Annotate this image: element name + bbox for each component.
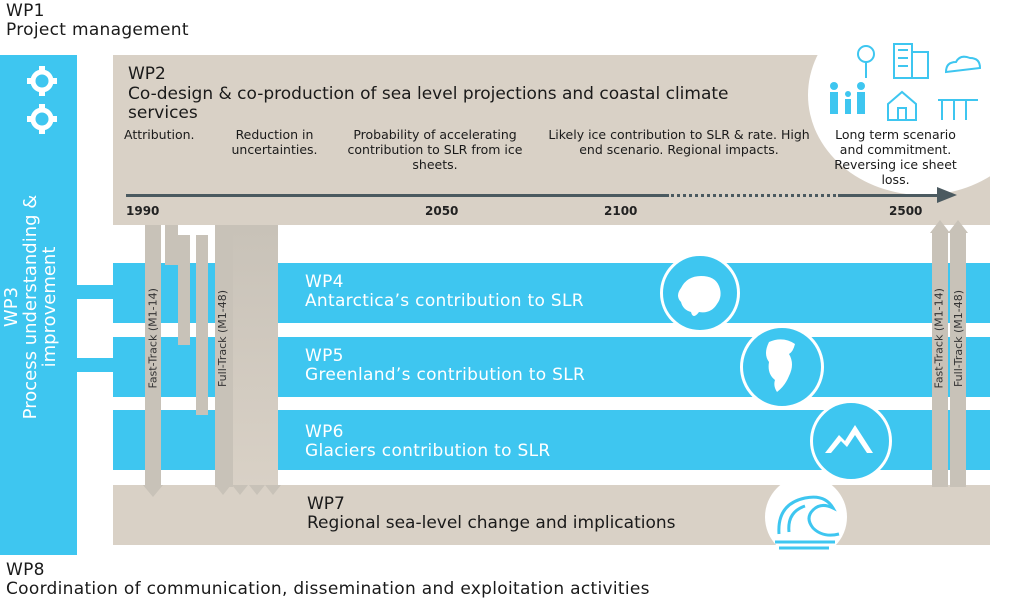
wp3-bar <box>0 55 77 555</box>
wp4-label: WP4 Antarctica’s contribution to SLR <box>305 273 584 311</box>
timeline-arrow-icon <box>937 187 957 203</box>
full-track-label-left: Full-Track (M1-48) <box>216 289 229 388</box>
wp3-title: Process understanding & improvement <box>20 194 60 420</box>
milestone-accelerating: Probability of accelerating contribution… <box>347 127 523 172</box>
wp4-id: WP4 <box>305 272 344 292</box>
tick-2100: 2100 <box>604 204 638 218</box>
wp2-title: Co-design & co-production of sea level p… <box>128 84 729 123</box>
wp6-id: WP6 <box>305 422 344 442</box>
fast-track-arrow-left <box>145 225 161 487</box>
wp2-id: WP2 <box>128 64 166 84</box>
long-term-circle <box>808 0 1024 195</box>
wp7-label: WP7 Regional sea-level change and implic… <box>307 495 676 533</box>
gears-icon <box>27 66 57 134</box>
wp7-title: Regional sea-level change and implicatio… <box>307 513 676 533</box>
wp6-title: Glaciers contribution to SLR <box>305 441 551 461</box>
tick-2500: 2500 <box>889 204 923 218</box>
antarctica-icon-circle <box>660 253 740 333</box>
fast-track-arrowhead-icon <box>143 485 163 497</box>
wp8-title: Coordination of communication, dissemina… <box>6 579 650 599</box>
wp1-title: Project management <box>6 20 189 40</box>
wp7-id: WP7 <box>307 494 345 514</box>
wp5-label: WP5 Greenland’s contribution to SLR <box>305 347 585 385</box>
wp3-connector-wp4 <box>77 285 113 299</box>
milestone-long-term: Long term scenario and commitment. Rever… <box>834 127 957 187</box>
wp4-title: Antarctica’s contribution to SLR <box>305 291 584 311</box>
wp1-header: WP1 Project management <box>6 2 189 40</box>
fast-track-arrow-right <box>932 232 948 487</box>
full-track-arrow-right <box>950 232 966 487</box>
wp3-label: WP3 Process understanding & improvement <box>1 167 72 447</box>
wave-icon-circle <box>765 476 847 558</box>
wp8-id: WP8 <box>6 560 45 580</box>
greenland-icon-circle <box>740 325 824 409</box>
branch-wp5 <box>178 235 190 345</box>
branch-wp4 <box>165 225 178 265</box>
mountain-icon-circle <box>810 400 892 482</box>
fast-track-label-right: Fast-Track (M1-14) <box>932 288 946 389</box>
tick-2050: 2050 <box>425 204 459 218</box>
greenland-icon <box>766 339 795 392</box>
wp3-connector-wp5 <box>77 358 113 372</box>
timeline-dotted <box>666 194 841 197</box>
branch-wp6 <box>196 235 208 415</box>
full-track-arrowheads-icon <box>215 485 281 495</box>
wp6-label: WP6 Glaciers contribution to SLR <box>305 423 550 461</box>
wp5-title: Greenland’s contribution to SLR <box>305 365 586 385</box>
full-track-fan <box>233 225 278 487</box>
antarctica-icon <box>678 276 721 316</box>
wave-icon <box>775 495 840 550</box>
wp5-id: WP5 <box>305 346 344 366</box>
mountain-icon <box>825 425 873 453</box>
wp8-footer: WP8 Coordination of communication, disse… <box>6 561 650 599</box>
full-track-label-right: Full-Track (M1-48) <box>952 289 965 388</box>
timeline-line <box>126 194 666 197</box>
right-arrowheads-icon <box>930 220 968 233</box>
fast-track-label-left: Fast-Track (M1-14) <box>146 288 160 389</box>
milestone-attribution: Attribution. <box>124 127 195 142</box>
full-track-arrow-left <box>215 225 233 487</box>
milestone-ice-contribution: Likely ice contribution to SLR & rate. H… <box>548 127 810 157</box>
milestone-uncertainties: Reduction in uncertainties. <box>231 127 318 157</box>
wp1-id: WP1 <box>6 1 45 21</box>
wp3-id: WP3 <box>1 286 22 328</box>
timeline-line-end <box>841 194 941 197</box>
coastal-community-icon <box>830 43 982 121</box>
tick-1990: 1990 <box>126 204 160 218</box>
